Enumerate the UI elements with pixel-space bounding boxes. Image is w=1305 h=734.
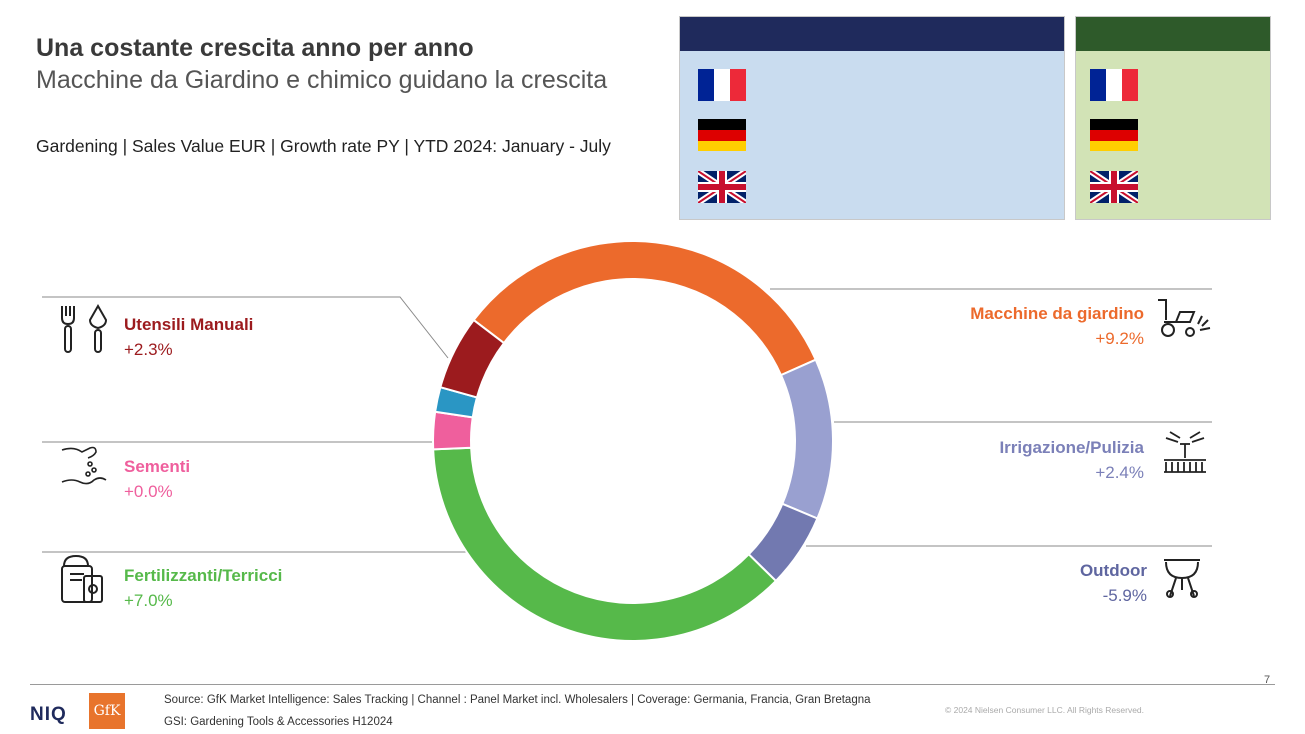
gsi-note: GSI: Gardening Tools & Accessories H1202… (164, 716, 393, 728)
irrigazione-label: Irrigazione/Pulizia (999, 438, 1144, 457)
page-number: 7 (1264, 674, 1271, 686)
uk-flag-icon (1090, 171, 1138, 203)
france-flag-icon (1090, 69, 1138, 101)
donut-chart (432, 240, 834, 642)
green-panel (1075, 16, 1271, 220)
germany-flag-icon (1090, 119, 1138, 151)
gfk-logo: GfK (89, 693, 125, 729)
macchine-growth: +9.2% (1095, 329, 1144, 348)
fertilizzanti-label: Fertilizzanti/Terricci (124, 566, 283, 585)
outdoor-label: Outdoor (1079, 561, 1147, 580)
utensili-manuali-growth: +2.3% (124, 340, 173, 359)
chart-descriptor: Gardening | Sales Value EUR | Growth rat… (36, 136, 611, 156)
sementi-label: Sementi (124, 457, 191, 476)
blue-panel (679, 16, 1065, 220)
donut-slice-macchine-da-giardino (472, 240, 818, 377)
utensili-manuali-label: Utensili Manuali (124, 315, 254, 334)
fertilizzanti-growth: +7.0% (124, 591, 173, 610)
hand-tools-icon (61, 303, 108, 353)
uk-flag-icon (698, 171, 746, 203)
green-panel-header-bar (1076, 17, 1270, 51)
blue-panel-header-bar (680, 17, 1064, 51)
donut-slice-irrigazione-pulizia (779, 358, 834, 520)
page-subtitle: Macchine da Giardino e chimico guidano l… (36, 66, 608, 94)
leader-line-utensili (42, 296, 449, 359)
sprinkler-icon (1164, 431, 1206, 473)
source-note: Source: GfK Market Intelligence: Sales T… (164, 694, 871, 706)
page-title: Una costante crescita anno per anno (36, 34, 474, 62)
footer-rule (30, 684, 1275, 685)
fertilizer-bag-icon (61, 554, 103, 603)
sementi-growth: +0.0% (124, 482, 173, 501)
lawn-tractor-icon (1158, 299, 1211, 337)
germany-flag-icon (698, 119, 746, 151)
niq-logo: NIQ (30, 704, 67, 725)
outdoor-growth: -5.9% (1102, 586, 1147, 605)
donut-slice-utensili-manuali (439, 318, 506, 399)
barbecue-icon (1164, 559, 1200, 598)
macchine-label: Macchine da giardino (970, 304, 1144, 323)
donut-slice-fertilizzanti-terricci (432, 446, 778, 642)
irrigazione-growth: +2.4% (1095, 463, 1144, 482)
seeds-hand-icon (61, 446, 107, 485)
france-flag-icon (698, 69, 746, 101)
copyright: © 2024 Nielsen Consumer LLC. All Rights … (945, 705, 1145, 715)
